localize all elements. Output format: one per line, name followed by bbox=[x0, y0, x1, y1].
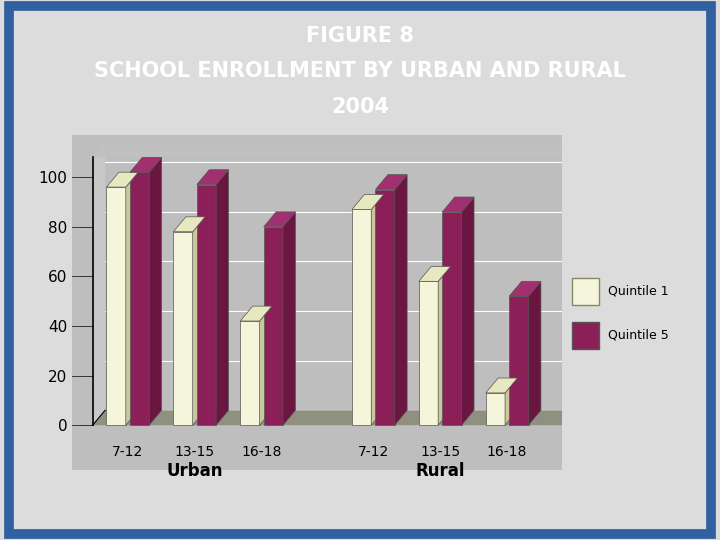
Bar bbox=[572, 322, 599, 349]
Text: 2004: 2004 bbox=[331, 97, 389, 117]
Bar bbox=[572, 278, 599, 305]
Text: 16-18: 16-18 bbox=[241, 445, 282, 459]
Polygon shape bbox=[216, 170, 228, 425]
Polygon shape bbox=[107, 187, 126, 425]
Polygon shape bbox=[442, 212, 462, 425]
Polygon shape bbox=[442, 197, 474, 212]
Text: 7-12: 7-12 bbox=[358, 445, 389, 459]
Polygon shape bbox=[395, 174, 407, 425]
Polygon shape bbox=[240, 321, 260, 425]
Polygon shape bbox=[107, 172, 138, 187]
Polygon shape bbox=[372, 194, 384, 425]
Polygon shape bbox=[438, 266, 451, 425]
Polygon shape bbox=[462, 197, 474, 425]
Polygon shape bbox=[352, 210, 372, 425]
Polygon shape bbox=[352, 194, 384, 210]
Polygon shape bbox=[486, 378, 518, 393]
Polygon shape bbox=[193, 217, 205, 425]
Text: Rural: Rural bbox=[415, 462, 465, 481]
Text: Urban: Urban bbox=[166, 462, 223, 481]
Polygon shape bbox=[93, 410, 720, 425]
Polygon shape bbox=[264, 227, 283, 425]
Polygon shape bbox=[93, 143, 720, 157]
Polygon shape bbox=[528, 281, 541, 425]
Polygon shape bbox=[505, 378, 518, 425]
Text: 13-15: 13-15 bbox=[175, 445, 215, 459]
Text: Quintile 5: Quintile 5 bbox=[608, 329, 669, 342]
Text: 7-12: 7-12 bbox=[112, 445, 143, 459]
Polygon shape bbox=[509, 296, 528, 425]
Text: Quintile 1: Quintile 1 bbox=[608, 285, 669, 298]
Polygon shape bbox=[174, 217, 205, 232]
Polygon shape bbox=[419, 281, 438, 425]
Polygon shape bbox=[240, 306, 272, 321]
Polygon shape bbox=[264, 212, 295, 227]
Polygon shape bbox=[174, 232, 193, 425]
Text: 13-15: 13-15 bbox=[420, 445, 460, 459]
Polygon shape bbox=[486, 393, 505, 425]
Polygon shape bbox=[197, 185, 216, 425]
Polygon shape bbox=[375, 190, 395, 425]
Polygon shape bbox=[130, 172, 149, 425]
Polygon shape bbox=[375, 174, 407, 190]
Polygon shape bbox=[283, 212, 295, 425]
Polygon shape bbox=[419, 266, 451, 281]
Polygon shape bbox=[149, 157, 162, 425]
Polygon shape bbox=[93, 143, 105, 425]
Polygon shape bbox=[130, 157, 162, 172]
Text: FIGURE 8: FIGURE 8 bbox=[306, 26, 414, 46]
Text: 16-18: 16-18 bbox=[487, 445, 527, 459]
Text: SCHOOL ENROLLMENT BY URBAN AND RURAL: SCHOOL ENROLLMENT BY URBAN AND RURAL bbox=[94, 61, 626, 81]
Polygon shape bbox=[197, 170, 228, 185]
Polygon shape bbox=[509, 281, 541, 296]
Polygon shape bbox=[260, 306, 272, 425]
Polygon shape bbox=[126, 172, 138, 425]
